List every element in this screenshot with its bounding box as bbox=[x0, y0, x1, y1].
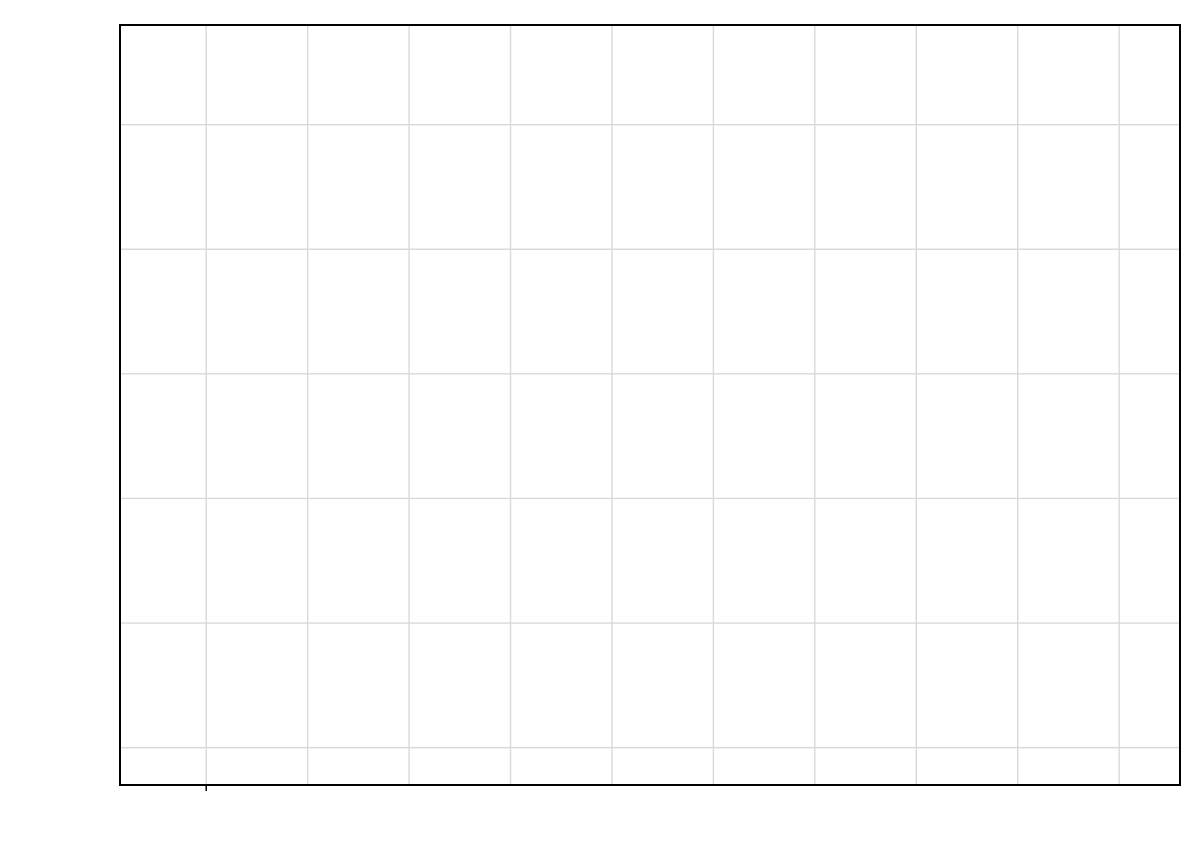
chart-root bbox=[0, 0, 1200, 857]
chart-svg bbox=[0, 0, 1200, 857]
plot-bg bbox=[120, 25, 1180, 785]
